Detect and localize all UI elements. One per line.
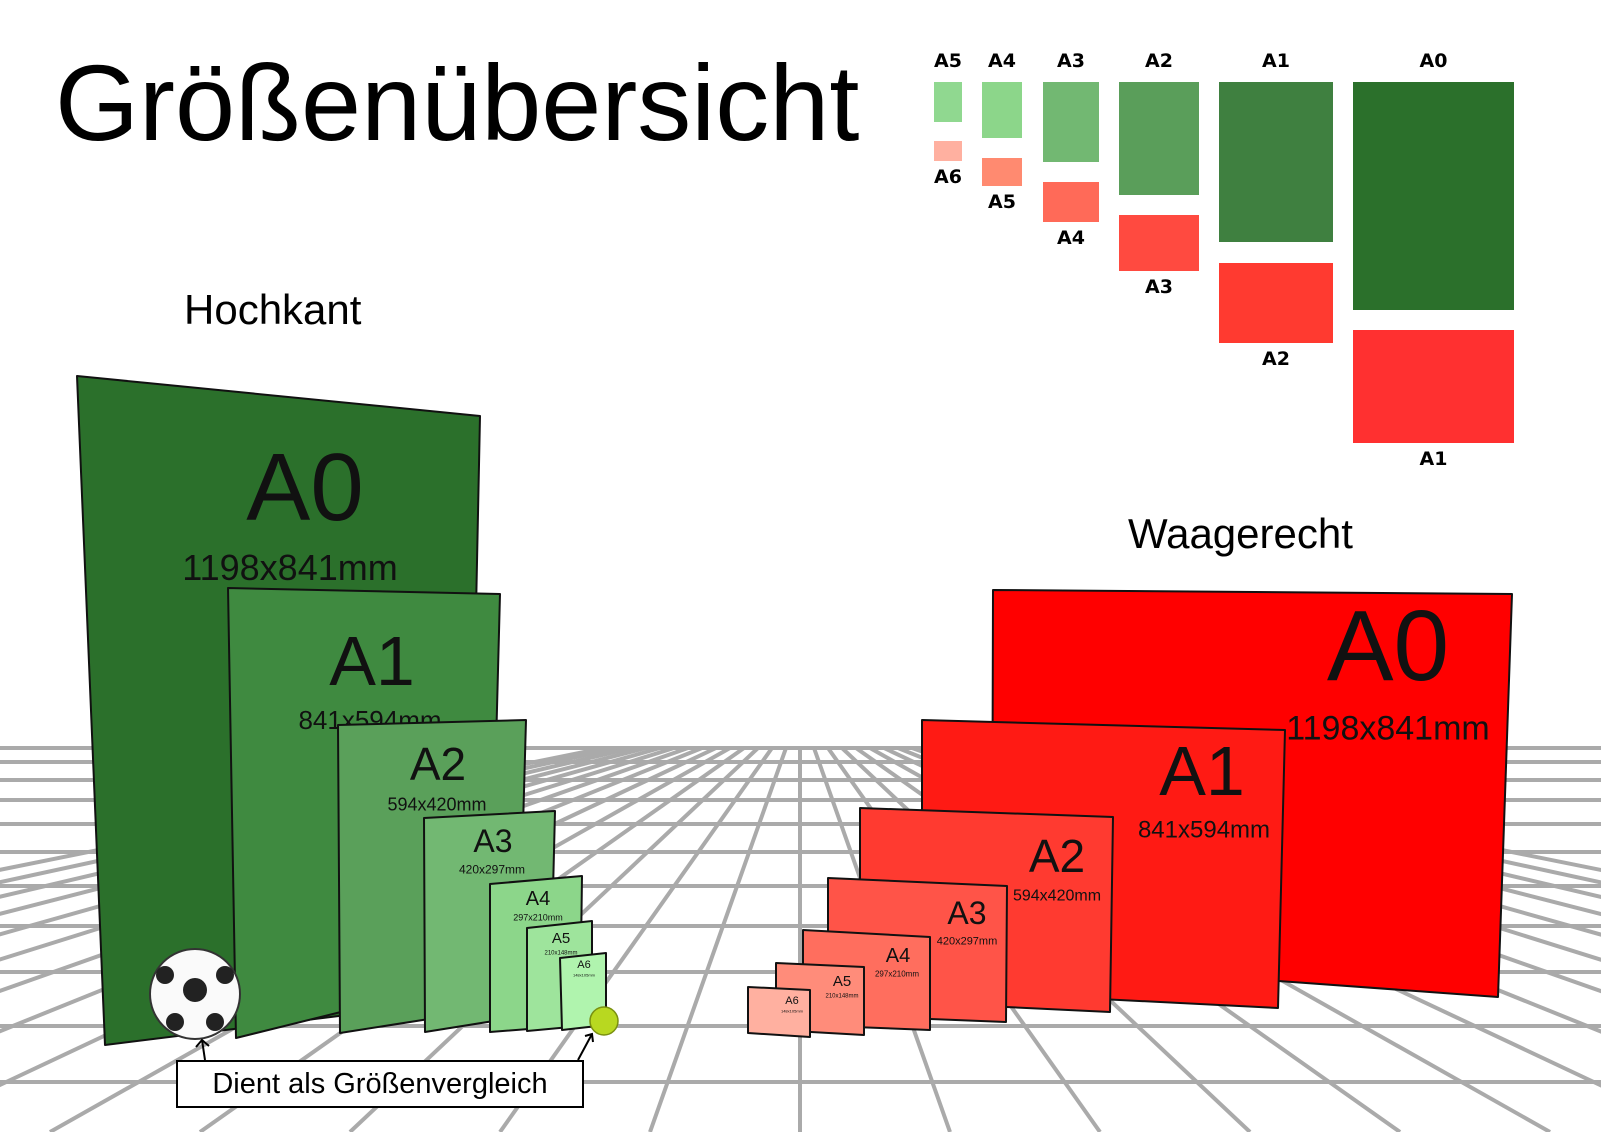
page-title: Größenübersicht [55, 42, 860, 163]
legend-portrait-label: A0 [1419, 50, 1448, 72]
sheet-label: A3 [473, 823, 512, 859]
sheet-label: A1 [1159, 732, 1245, 810]
sheet-label: A0 [246, 434, 363, 541]
sheet-dimensions: 594x420mm [1013, 888, 1101, 905]
legend-landscape-label: A1 [1419, 448, 1448, 470]
ball-patch [183, 978, 207, 1002]
legend-portrait-a2 [1119, 82, 1199, 195]
sheet-dimensions: 297x210mm [875, 970, 919, 979]
legend-portrait-label: A1 [1262, 50, 1290, 72]
tennis-ball-body [589, 1006, 619, 1036]
sheet-label: A4 [886, 945, 910, 967]
sheet-label: A0 [1327, 590, 1449, 702]
sheet-label: A3 [947, 895, 986, 931]
tennis-ball-icon [589, 1006, 619, 1036]
soccer-ball-icon [149, 948, 241, 1040]
sheet-label: A2 [1029, 830, 1085, 882]
sheet-dimensions: 210x148mm [825, 993, 858, 999]
sheet-dimensions: 148x105mm [781, 1009, 804, 1014]
comparison-note: Dient als Größenvergleich [176, 1060, 584, 1108]
legend-portrait-label: A5 [934, 50, 962, 72]
ball-patch [216, 966, 234, 984]
sheet-dimensions: 297x210mm [513, 913, 563, 923]
legend-portrait-a4 [982, 82, 1022, 138]
legend-landscape-a3 [1119, 215, 1199, 271]
landscape-sheet-a6: A6 148x105mm [747, 986, 811, 1038]
legend-portrait-a5 [934, 82, 962, 122]
sheet-label: A6 [785, 995, 798, 1007]
legend-landscape-a5 [982, 158, 1022, 186]
legend-landscape-label: A2 [1262, 348, 1290, 370]
legend-portrait-a3 [1043, 82, 1099, 162]
sheet-dimensions: 841x594mm [1138, 816, 1270, 843]
sheet-dimensions: 594x420mm [387, 795, 486, 815]
sheet-label: A1 [329, 622, 415, 700]
sheet-dimensions: 1198x841mm [1286, 709, 1490, 747]
legend-landscape-a2 [1219, 263, 1333, 343]
sheet-dimensions: 148x105mm [573, 973, 596, 978]
legend-landscape-a1 [1353, 330, 1514, 443]
legend-landscape-a4 [1043, 182, 1099, 222]
landscape-heading: Waagerecht [1128, 510, 1353, 557]
legend-portrait-label: A4 [988, 50, 1016, 72]
arrow-icon [195, 1038, 210, 1061]
ball-patch [156, 966, 174, 984]
sheet-dimensions: 420x297mm [459, 862, 525, 876]
sheet-label: A6 [577, 959, 590, 971]
sheet-label: A5 [833, 973, 851, 990]
legend-portrait-a0 [1353, 82, 1514, 310]
grid-line [648, 747, 788, 1132]
legend-portrait-a1 [1219, 82, 1333, 242]
legend-landscape-label: A4 [1057, 227, 1085, 249]
sheet-shape [747, 986, 811, 1038]
ball-patch [206, 1013, 224, 1031]
sheet-dimensions: 1198x841mm [182, 547, 397, 588]
sheet-label: A2 [410, 738, 466, 790]
ball-patch [166, 1013, 184, 1031]
sheet-label: A5 [552, 930, 570, 947]
arrow-icon [577, 1032, 594, 1061]
sheet-label: A4 [526, 888, 550, 910]
legend-portrait-label: A2 [1145, 50, 1173, 72]
sheet-dimensions: 210x148mm [544, 950, 577, 956]
sheet-dimensions: 420x297mm [937, 935, 998, 947]
legend-landscape-label: A5 [988, 191, 1016, 213]
legend-landscape-label: A3 [1145, 276, 1173, 298]
legend-landscape-label: A6 [934, 166, 962, 188]
legend-landscape-a6 [934, 141, 962, 161]
legend-portrait-label: A3 [1057, 50, 1085, 72]
portrait-heading: Hochkant [184, 286, 362, 333]
